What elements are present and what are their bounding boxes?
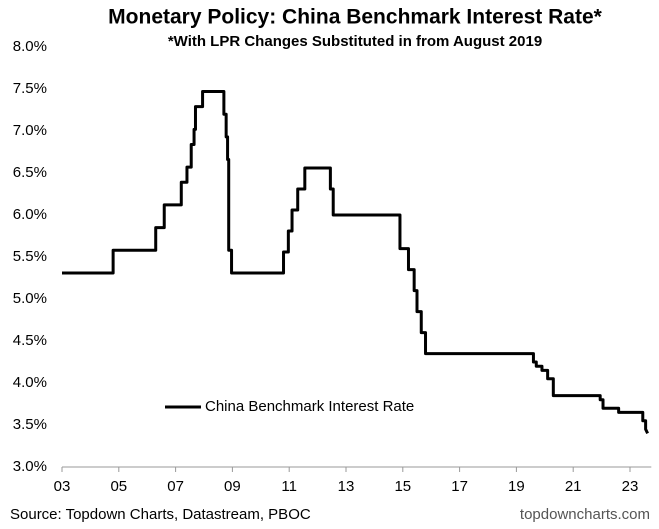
x-tick-label: 03 — [54, 478, 71, 495]
source: Source: Topdown Charts, Datastream, PBOC — [10, 506, 311, 523]
x-tick-label: 21 — [565, 478, 582, 495]
x-tick-label: 23 — [622, 478, 639, 495]
y-tick-label: 6.0% — [13, 206, 47, 223]
y-tick-label: 5.5% — [13, 248, 47, 265]
x-tick-label: 19 — [508, 478, 525, 495]
y-tick-label: 4.0% — [13, 374, 47, 391]
y-tick-label: 3.0% — [13, 458, 47, 475]
watermark: topdowncharts.com — [520, 506, 650, 523]
chart-subtitle: *With LPR Changes Substituted in from Au… — [168, 33, 542, 50]
y-tick-label: 7.0% — [13, 122, 47, 139]
y-tick-label: 7.5% — [13, 80, 47, 97]
x-tick-label: 15 — [394, 478, 411, 495]
x-tick-label: 13 — [338, 478, 355, 495]
x-tick-label: 07 — [167, 478, 184, 495]
y-tick-label: 5.0% — [13, 290, 47, 307]
chart-title: Monetary Policy: China Benchmark Interes… — [108, 6, 602, 29]
x-tick-label: 17 — [451, 478, 468, 495]
x-tick-label: 09 — [224, 478, 241, 495]
x-tick-label: 05 — [110, 478, 127, 495]
legend-label: China Benchmark Interest Rate — [205, 398, 414, 415]
y-tick-label: 3.5% — [13, 416, 47, 433]
y-tick-label: 8.0% — [13, 38, 47, 55]
y-tick-label: 4.5% — [13, 332, 47, 349]
series-line — [62, 90, 649, 435]
x-tick-label: 11 — [281, 478, 297, 495]
y-tick-label: 6.5% — [13, 164, 47, 181]
